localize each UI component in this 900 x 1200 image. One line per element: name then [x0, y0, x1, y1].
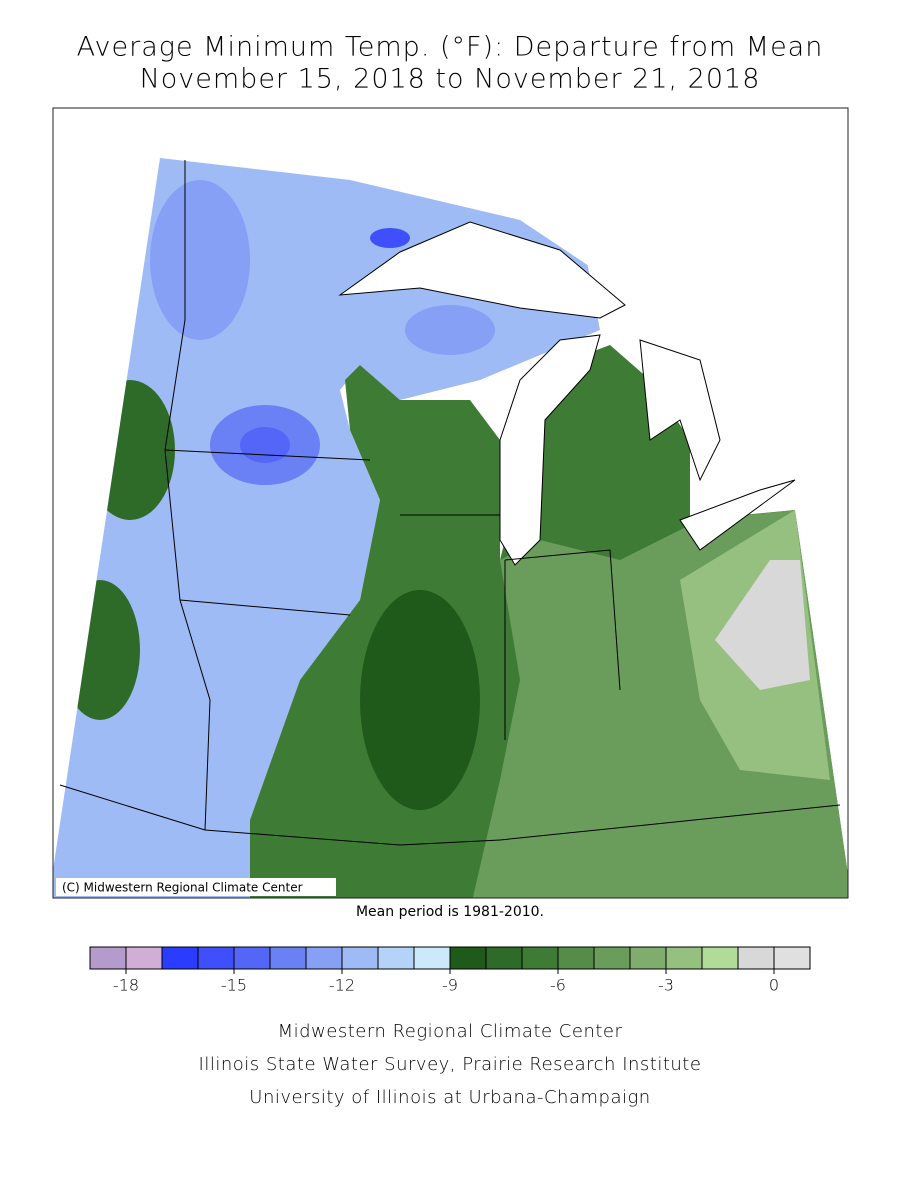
legend-swatch — [125, 946, 163, 970]
lake-erie — [679, 479, 796, 551]
state-lines — [59, 160, 841, 846]
map-frame — [52, 107, 849, 899]
cold-core — [370, 228, 410, 248]
legend-swatch — [305, 946, 343, 970]
footer-line: Illinois State Water Survey, Prairie Res… — [199, 1054, 702, 1075]
legend-tick-label: -3 — [658, 976, 674, 995]
warm-core — [360, 590, 480, 810]
legend-tick-label: -18 — [113, 976, 139, 995]
legend-tick-label: 0 — [769, 976, 779, 995]
subtitle: November 15, 2018 to November 21, 2018 — [140, 64, 761, 95]
lake-michigan — [499, 334, 601, 566]
legend-tick-label: -9 — [442, 976, 458, 995]
legend-swatch — [269, 946, 307, 970]
lake-huron — [639, 339, 721, 482]
mean-period-note: Mean period is 1981-2010. — [356, 904, 544, 920]
legend-swatch — [665, 946, 703, 970]
footer-line: Midwestern Regional Climate Center — [278, 1021, 623, 1042]
legend-swatch — [341, 946, 379, 970]
legend-swatch — [197, 946, 235, 970]
legend-tick-label: -6 — [550, 976, 566, 995]
footer-line: University of Illinois at Urbana-Champai… — [249, 1087, 650, 1108]
legend-swatch — [521, 946, 559, 970]
legend-tick-label: -12 — [329, 976, 355, 995]
lake-superior — [338, 221, 626, 319]
cold-area — [405, 305, 495, 355]
cold-core — [240, 427, 290, 463]
copyright-box — [56, 878, 336, 896]
legend-swatch — [413, 946, 451, 970]
map: (C) Midwestern Regional Climate Center — [52, 107, 849, 899]
legend-swatch — [737, 946, 775, 970]
legend-swatch — [485, 946, 523, 970]
legend-swatch — [161, 946, 199, 970]
legend-swatch — [701, 946, 739, 970]
legend: -18 -15 -12 -9 -6 -3 0 — [89, 946, 811, 995]
legend-swatch — [629, 946, 667, 970]
copyright: (C) Midwestern Regional Climate Center — [62, 881, 303, 895]
legend-swatch — [233, 946, 271, 970]
cold-area — [150, 180, 250, 340]
legend-swatch — [557, 946, 595, 970]
legend-swatch — [773, 946, 811, 970]
legend-swatch — [593, 946, 631, 970]
legend-swatch — [89, 946, 127, 970]
title: Average Minimum Temp. (°F): Departure fr… — [77, 32, 824, 63]
legend-swatch — [377, 946, 415, 970]
neutral-area — [715, 560, 810, 690]
legend-tick-label: -15 — [221, 976, 247, 995]
legend-swatch — [449, 946, 487, 970]
